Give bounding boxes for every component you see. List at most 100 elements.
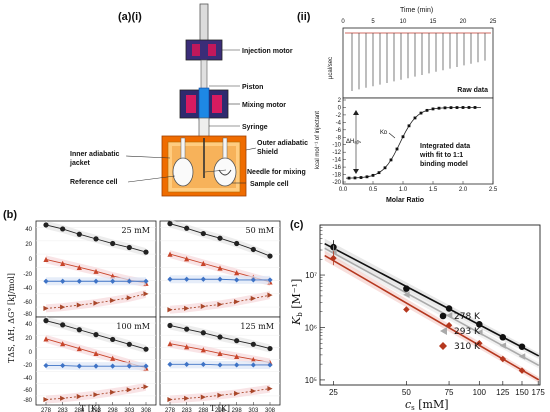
panel-b-point bbox=[184, 361, 190, 367]
integrated-text-line-2: with fit to 1:1 bbox=[419, 152, 463, 159]
panel-b-point bbox=[200, 276, 206, 282]
panel-b-point bbox=[234, 299, 240, 305]
panel-b-point bbox=[234, 270, 240, 276]
molar-ratio-ticks: 0.0 0.5 1.0 1.5 2.0 2.5 bbox=[339, 181, 498, 193]
panel-b-point bbox=[267, 277, 273, 283]
panel-c-xtick: 25 bbox=[329, 388, 338, 397]
panel-b-ylabel: TΔS, ΔH, ΔG° [kJ/mol] bbox=[7, 273, 16, 363]
panel-b-confidence-band bbox=[46, 289, 146, 313]
panel-b-point bbox=[76, 345, 82, 352]
panel-b-point bbox=[250, 295, 256, 302]
integrated-ytick: -6 bbox=[336, 128, 342, 134]
callout-line-reference bbox=[127, 175, 176, 183]
panel-b-x-ticks: 278 283 288 293 298 303 308 278 283 288 293 298 303 3… bbox=[41, 402, 276, 412]
panel-b-subplot: 25 mM bbox=[35, 220, 157, 318]
mixing-motor-coil-left bbox=[186, 95, 196, 113]
panel-b-point bbox=[167, 276, 173, 282]
panel-b-point bbox=[167, 361, 173, 367]
panel-b-point bbox=[126, 244, 132, 251]
panel-b-xtick: 293 bbox=[215, 408, 226, 412]
panel-b-xlabel-left: T [K] bbox=[80, 404, 100, 412]
molar-ratio-label: Molar Ratio bbox=[386, 197, 424, 204]
panel-b-point bbox=[234, 277, 240, 283]
integrated-point bbox=[419, 111, 423, 115]
panel-b-point bbox=[267, 292, 273, 298]
panel-b-point bbox=[93, 268, 99, 274]
panel-b-point bbox=[76, 231, 82, 237]
time-tick: 25 bbox=[490, 19, 497, 25]
integrated-points bbox=[347, 106, 477, 180]
panel-b-point bbox=[250, 356, 256, 363]
b-ytick-bottom: 20 bbox=[25, 336, 32, 342]
panel-b-subplots: 25 mM 50 mM 100 mM 125 mM bbox=[35, 219, 281, 406]
integrated-point bbox=[365, 175, 369, 179]
callout-shield: Shield bbox=[257, 149, 278, 156]
legend-293-marker bbox=[440, 327, 447, 335]
integrated-point bbox=[401, 135, 405, 139]
integrated-point bbox=[413, 116, 417, 120]
molar-ratio-tick: 0.5 bbox=[369, 187, 378, 193]
kd-pointer bbox=[388, 132, 396, 139]
integrated-ytick: 2 bbox=[338, 98, 342, 104]
callout-piston: Piston bbox=[242, 84, 263, 91]
piston bbox=[200, 59, 208, 91]
panel-c-xlabel: cs [mM] bbox=[405, 398, 449, 412]
integrated-ytick: 0 bbox=[338, 105, 342, 111]
panel-b-xtick: 283 bbox=[182, 408, 193, 412]
panel-b-xtick: 278 bbox=[41, 408, 52, 412]
panel-b-xtick: 308 bbox=[141, 408, 152, 412]
panel-c-point bbox=[403, 285, 410, 292]
b-ytick-top: -80 bbox=[23, 312, 32, 318]
panel-b-point bbox=[60, 226, 66, 232]
integrated-point bbox=[467, 106, 471, 109]
dh-label: ΔHₐᵦₛ bbox=[346, 139, 361, 145]
panel-b-point bbox=[143, 249, 149, 255]
b-ytick-bottom: -60 bbox=[23, 388, 32, 394]
panel-b-point bbox=[110, 336, 116, 343]
panel-b-point bbox=[167, 322, 173, 329]
panel-b-point bbox=[234, 362, 240, 368]
panel-c-point bbox=[330, 254, 337, 262]
panel-b-point bbox=[200, 303, 206, 310]
molar-ratio-tick: 1.5 bbox=[429, 187, 438, 193]
legend-278-label: 278 K bbox=[454, 312, 481, 322]
panel-b-point bbox=[43, 305, 49, 311]
panel-b-point bbox=[43, 256, 49, 262]
panel-b-xtick: 293 bbox=[91, 408, 102, 412]
cs-symbol: c bbox=[405, 398, 411, 411]
panel-b-point bbox=[60, 322, 66, 328]
time-tick: 0 bbox=[341, 19, 345, 25]
integrated-point bbox=[377, 171, 381, 175]
integrated-ytick: -20 bbox=[332, 180, 341, 186]
concentration-label: 50 mM bbox=[246, 226, 275, 235]
panel-b-y-ticks: 40 20 0 -20 -40 -60 -80 40 20 0 -20 -40 … bbox=[23, 227, 32, 404]
panel-c-point bbox=[499, 355, 507, 363]
panel-b-point bbox=[126, 363, 132, 369]
callout-needle-for-mixing: Needle for mixing bbox=[247, 169, 306, 176]
integrated-ytick: -4 bbox=[336, 120, 342, 126]
mixing-motor-coil-right bbox=[212, 95, 222, 113]
dh-arrow-head-bottom bbox=[353, 169, 359, 174]
panel-b-point bbox=[167, 396, 173, 403]
integrated-point bbox=[359, 176, 363, 179]
panel-c-legend: 278 K 293 K 310 K bbox=[439, 312, 481, 352]
panel-b-point bbox=[184, 344, 190, 350]
panel-b-point bbox=[60, 395, 66, 401]
panel-c-ylabel: Kb [M⁻¹] bbox=[290, 279, 304, 326]
panel-b-point bbox=[60, 278, 66, 284]
panel-c-point bbox=[499, 342, 507, 349]
panel-b-point bbox=[76, 393, 82, 400]
panel-b-point bbox=[250, 341, 256, 347]
molar-ratio-tick: 0.0 bbox=[339, 187, 348, 193]
panel-c-xtick: 125 bbox=[496, 388, 510, 397]
panel-b-point bbox=[234, 353, 240, 360]
integrated-point bbox=[383, 166, 387, 170]
panel-b-point bbox=[167, 307, 173, 313]
panel-b-point bbox=[126, 278, 132, 284]
panel-b-subplot: 50 mM bbox=[159, 219, 281, 318]
panel-b-point bbox=[60, 260, 66, 266]
integrated-point bbox=[455, 106, 459, 109]
panel-b-point bbox=[267, 386, 273, 392]
raw-data-label: Raw data bbox=[457, 87, 488, 94]
